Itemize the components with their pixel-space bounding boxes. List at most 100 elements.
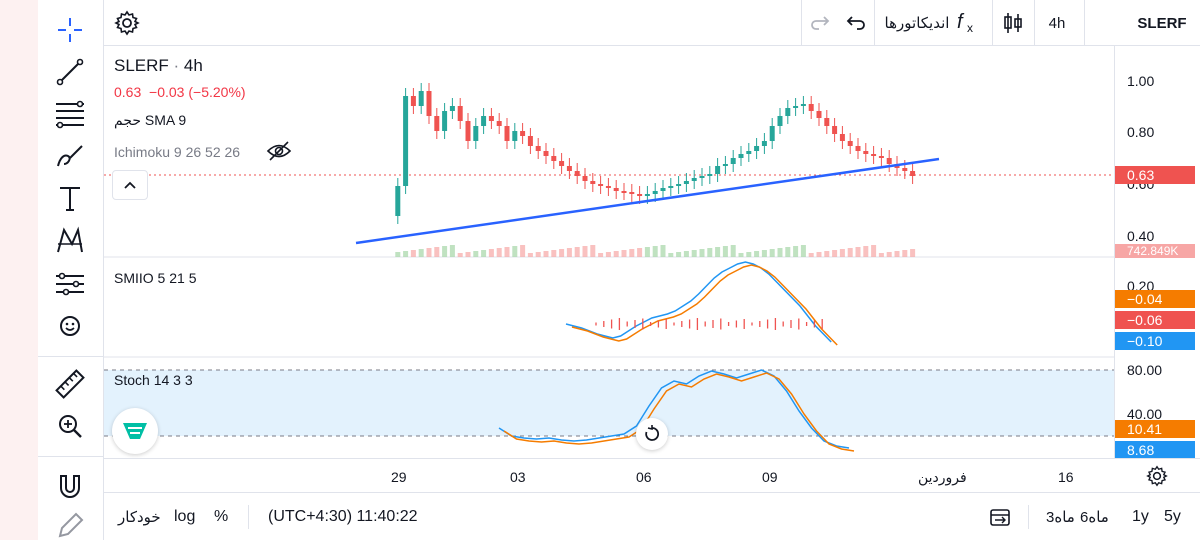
- volume-bar: [738, 253, 744, 257]
- volume-bar: [410, 250, 416, 257]
- legend-change: −0.03: [149, 84, 185, 100]
- volume-bar: [754, 251, 760, 257]
- auto-scale-button[interactable]: خودکار: [118, 509, 161, 526]
- volume-bar: [473, 251, 479, 257]
- candle-body: [426, 91, 432, 116]
- stoch-d-line: [503, 372, 855, 452]
- volume-bar: [543, 251, 549, 257]
- time-label: 03: [510, 469, 526, 485]
- candle-body: [473, 126, 479, 141]
- stoch-tag: 10.41: [1115, 420, 1195, 438]
- volume-bar: [730, 245, 736, 257]
- volume-bar: [808, 253, 814, 257]
- gear-icon[interactable]: [104, 0, 150, 46]
- candle-body: [730, 158, 736, 164]
- range-5y[interactable]: 5y: [1164, 508, 1181, 525]
- candle-body: [629, 192, 635, 194]
- indicators-label[interactable]: اندیکاتورها: [884, 15, 950, 32]
- candle-body: [637, 194, 643, 196]
- candle-body: [863, 151, 869, 154]
- undo-icon[interactable]: [838, 0, 872, 46]
- smiio-legend[interactable]: SMIIO 5 21 5: [114, 270, 197, 286]
- candle-body: [886, 158, 892, 164]
- time-label: 29: [391, 469, 407, 485]
- volume-legend[interactable]: حجم SMA 9: [114, 112, 187, 128]
- range-6m[interactable]: 6ماه: [1080, 509, 1109, 526]
- timezone-clock[interactable]: (UTC+4:30) 11:40:22: [268, 508, 418, 525]
- candle-body: [535, 146, 541, 151]
- volume-bar: [785, 247, 791, 257]
- candle-body: [566, 166, 572, 171]
- prediction-icon[interactable]: [50, 264, 90, 304]
- percent-scale-button[interactable]: %: [214, 508, 229, 525]
- fib-icon[interactable]: [50, 94, 90, 134]
- volume-bar: [535, 252, 541, 257]
- compare-dates-icon[interactable]: [988, 493, 1012, 541]
- pattern-icon[interactable]: [50, 220, 90, 260]
- trendline-icon[interactable]: [50, 52, 90, 92]
- emoji-icon[interactable]: [50, 306, 90, 346]
- magnet-icon[interactable]: [50, 466, 90, 506]
- candle-body: [699, 176, 705, 178]
- candle-body: [816, 111, 822, 118]
- candle-body: [902, 168, 908, 171]
- volume-bar: [395, 252, 401, 257]
- redo-icon[interactable]: [804, 0, 838, 46]
- volume-bar: [434, 247, 440, 257]
- stoch-band: [104, 370, 1114, 436]
- volume-bar: [793, 246, 799, 257]
- chart-canvas[interactable]: [104, 46, 1114, 458]
- lock-pencil-icon[interactable]: [50, 506, 90, 546]
- crosshair-icon[interactable]: [50, 10, 90, 50]
- volume-bar: [465, 252, 471, 257]
- candle-body: [707, 174, 713, 176]
- legend-interval: 4h: [183, 56, 203, 75]
- chevron-up-icon: [124, 181, 136, 189]
- candle-body: [691, 178, 697, 181]
- volume-bar: [839, 249, 845, 257]
- stoch-legend[interactable]: Stoch 14 3 3: [114, 372, 193, 388]
- volume-bar: [644, 247, 650, 257]
- time-label: فروردین: [918, 469, 967, 485]
- eye-off-icon[interactable]: [266, 140, 292, 167]
- volume-bar: [629, 249, 635, 257]
- zoom-in-icon[interactable]: [50, 406, 90, 446]
- candles-icon[interactable]: [998, 0, 1028, 46]
- volume-bar: [832, 250, 838, 257]
- collapse-legend-button[interactable]: [112, 170, 148, 200]
- candle-body: [793, 106, 799, 108]
- log-scale-button[interactable]: log: [174, 508, 196, 525]
- bottom-toolbar: خودکار log % (UTC+4:30) 11:40:22 6ماه 3م…: [104, 492, 1200, 540]
- price-tick: 1.00: [1127, 73, 1155, 89]
- svg-text:x: x: [967, 21, 973, 35]
- range-3m[interactable]: 3ماه: [1046, 509, 1075, 526]
- gear-icon[interactable]: [1146, 465, 1168, 492]
- volume-bar: [520, 245, 526, 257]
- price-scale[interactable]: 1.00 0.80 0.60 0.40 0.63 742.849K 0.20 −…: [1114, 46, 1200, 459]
- volume-bar: [777, 248, 783, 257]
- volume-bar: [457, 253, 463, 257]
- candle-body: [403, 96, 409, 186]
- chart-panes[interactable]: SLERF · 4h 0.63 −0.03 (−5.20%) حجم SMA 9…: [104, 46, 1114, 458]
- smiio-tag: −0.04: [1115, 290, 1195, 308]
- ruler-icon[interactable]: [50, 364, 90, 404]
- candle-body: [449, 106, 455, 111]
- candle-body: [418, 91, 424, 106]
- ichimoku-legend[interactable]: Ichimoku 9 26 52 26: [114, 144, 241, 160]
- brush-icon[interactable]: [50, 136, 90, 176]
- reset-chart-button[interactable]: [636, 418, 668, 450]
- interval-button[interactable]: 4h: [1048, 14, 1066, 32]
- candle-body: [644, 194, 650, 196]
- trendline[interactable]: [355, 157, 940, 245]
- symbol-button[interactable]: SLERF: [1137, 14, 1187, 32]
- time-axis[interactable]: 29 03 06 09 فروردین 16: [104, 458, 1200, 492]
- volume-bar: [488, 249, 494, 257]
- logo-button[interactable]: [112, 408, 158, 454]
- text-icon[interactable]: [50, 178, 90, 218]
- range-1y[interactable]: 1y: [1132, 508, 1149, 525]
- candle-body: [754, 146, 760, 151]
- stoch-tag: 8.68: [1115, 441, 1195, 459]
- candle-body: [738, 154, 744, 158]
